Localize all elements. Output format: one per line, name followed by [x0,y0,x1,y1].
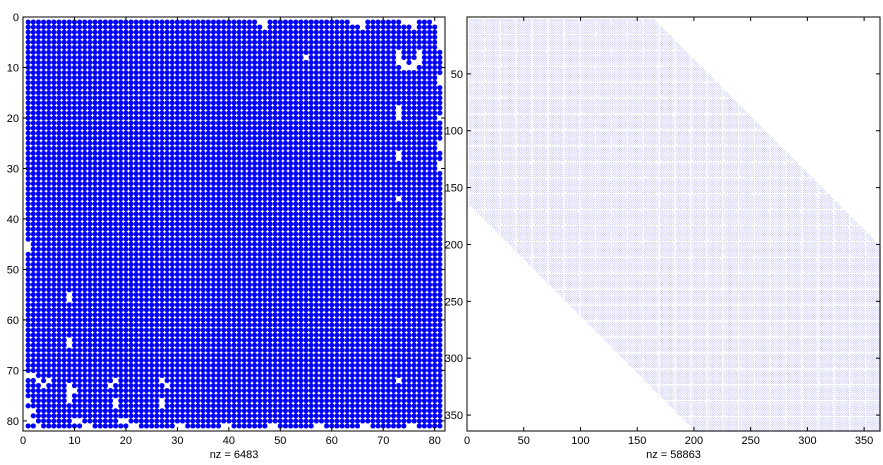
right-y-tick-label: 150 [445,183,463,195]
left-y-tick-label: 30 [7,163,19,175]
right-x-tick-label: 200 [685,435,703,447]
right-x-tick-label: 150 [628,435,646,447]
left-x-tick-label: 20 [120,435,132,447]
left-x-tick-label: 50 [274,435,286,447]
left-y-tick-label: 0 [13,12,19,24]
right-x-ticks: 0 50 100 150 200 250 300 350 [464,17,873,447]
right-x-tick-label: 350 [855,435,873,447]
right-x-tick-label: 50 [518,435,530,447]
left-y-tick-label: 40 [7,214,19,226]
left-y-tick-label: 20 [7,113,19,125]
left-nonzero-dots [25,19,443,429]
right-x-tick-label: 100 [571,435,589,447]
left-y-tick-label: 50 [7,264,19,276]
left-x-tick-label: 40 [223,435,235,447]
right-nonzero-markers [469,19,881,432]
right-y-tick-label: 50 [451,69,463,81]
right-y-tick-label: 300 [445,353,463,365]
left-y-tick-label: 60 [7,315,19,327]
left-x-tick-label: 30 [171,435,183,447]
right-y-tick-label: 200 [445,239,463,251]
left-y-ticks: 0 10 20 30 40 50 60 70 80 [7,12,445,428]
left-x-tick-label: 60 [326,435,338,447]
left-x-ticks: 0 10 20 30 40 50 60 70 80 [20,17,441,447]
right-x-tick-label: 0 [464,435,470,447]
left-y-tick-label: 70 [7,365,19,377]
left-x-tick-label: 80 [429,435,441,447]
right-y-tick-label: 350 [445,410,463,422]
left-x-axis-label: nz = 6483 [210,449,259,461]
left-nonzero-markers [25,19,443,429]
left-axes-frame [22,16,446,432]
right-y-tick-label: 100 [445,126,463,138]
right-sparsity-chart: 0 50 100 150 200 250 300 350 50 100 150 200 250 300 3… [445,16,881,461]
right-x-tick-label: 300 [798,435,816,447]
left-sparsity-chart: 0 10 20 30 40 50 60 70 80 0 10 20 30 40 50 60 70 80 nz =… [7,12,446,461]
left-x-tick-label: 10 [68,435,80,447]
left-y-tick-label: 10 [7,62,19,74]
left-x-tick-label: 70 [377,435,389,447]
left-x-tick-label: 0 [20,435,26,447]
right-y-tick-label: 250 [445,296,463,308]
right-axes-frame [466,16,881,432]
right-x-axis-label: nz = 58863 [646,449,701,461]
right-x-tick-label: 250 [741,435,759,447]
right-nonzero-dots [469,19,881,432]
right-y-ticks: 50 100 150 200 250 300 350 [445,69,880,422]
left-y-tick-label: 80 [7,416,19,428]
